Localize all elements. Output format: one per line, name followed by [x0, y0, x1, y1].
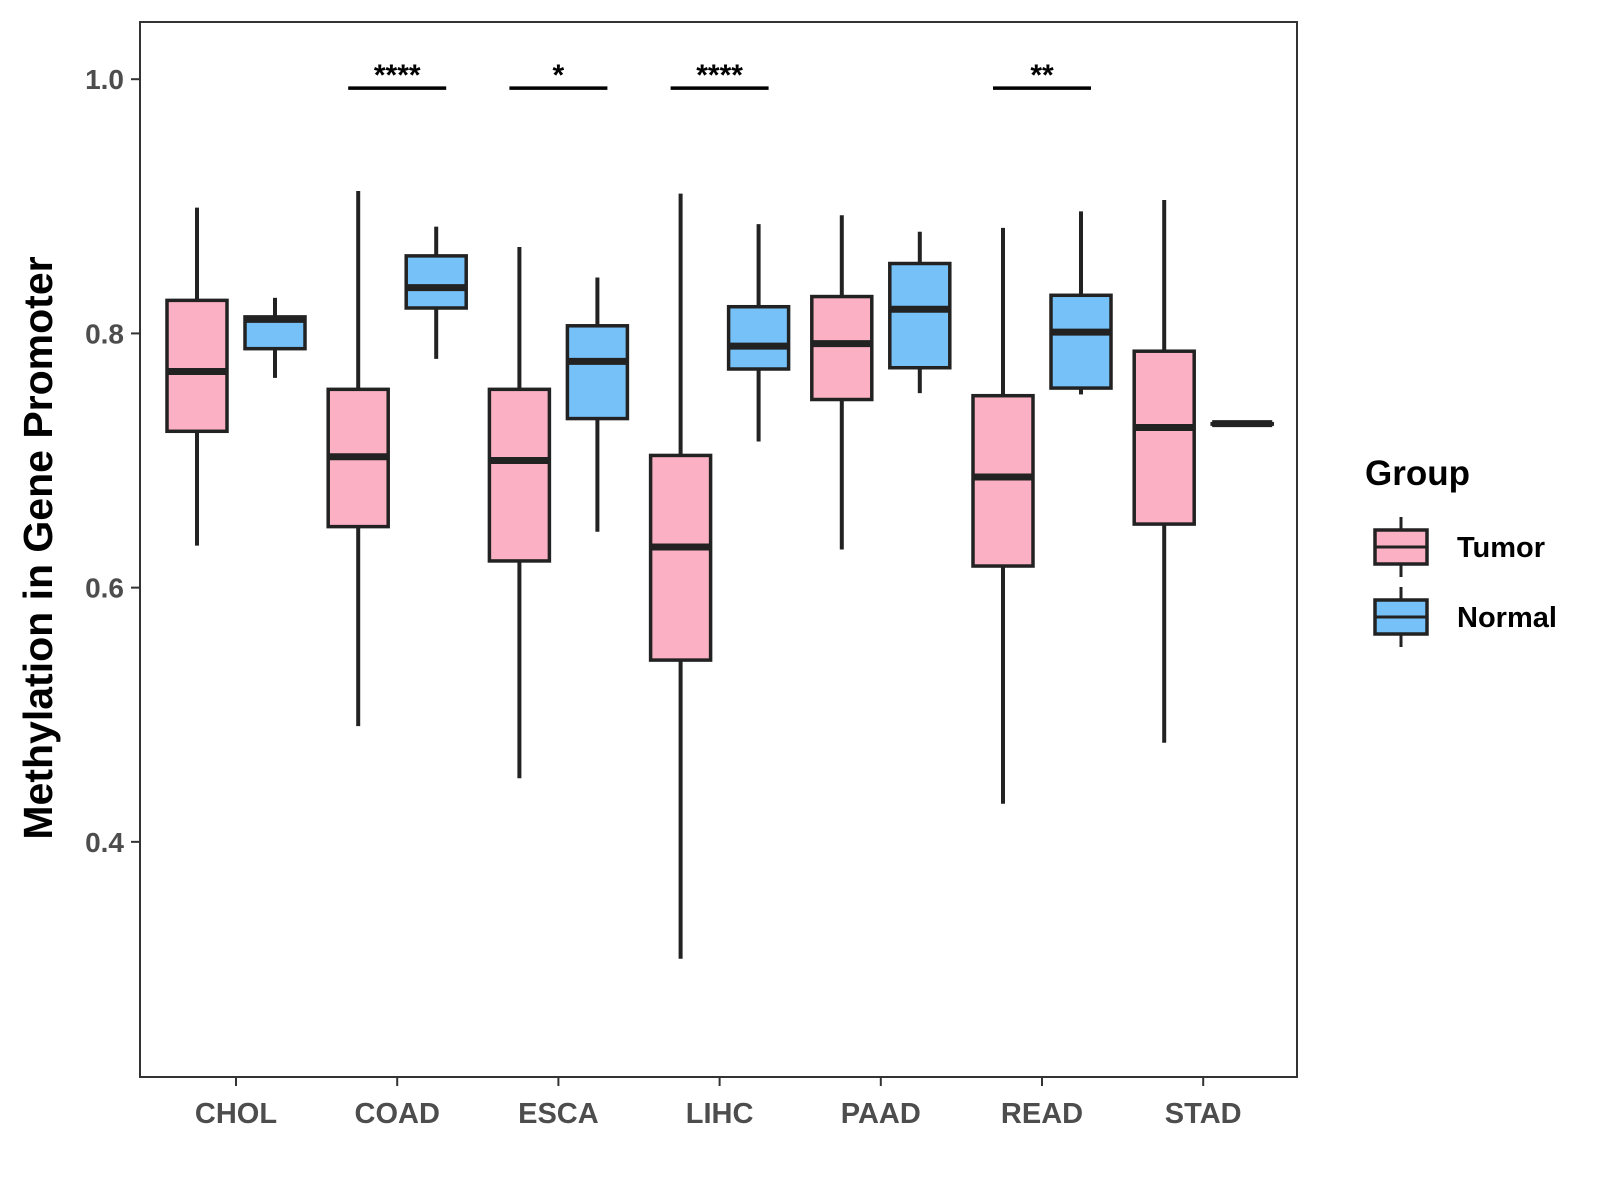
box-normal-read [1049, 211, 1113, 395]
box-normal-esca [565, 277, 630, 532]
box-tumor-chol [165, 207, 229, 546]
box-body [404, 254, 468, 310]
x-tick-label: STAD [1165, 1098, 1242, 1130]
box-body [726, 304, 791, 371]
box-body [810, 294, 874, 402]
significance-lihc: **** [670, 59, 769, 92]
box-body [565, 324, 630, 421]
box-tumor-esca [487, 246, 552, 779]
box-body [888, 261, 952, 370]
box-body [1049, 293, 1113, 390]
box-body [971, 393, 1035, 568]
significance-label: ** [1030, 59, 1054, 92]
box-tumor-read [971, 227, 1035, 804]
legend-label: Tumor [1457, 532, 1545, 564]
significance-label: **** [696, 59, 743, 92]
box-normal-paad [888, 231, 952, 394]
significance-label: * [553, 59, 565, 92]
plot-panel [139, 21, 1298, 1078]
box-tumor-lihc [648, 193, 713, 959]
x-axis: CHOL COAD ESCA LIHC PAAD READ STAD [195, 1077, 1242, 1130]
x-tick-label: COAD [355, 1098, 440, 1130]
significance-coad: **** [348, 59, 447, 92]
box-tumor-coad [326, 191, 390, 727]
box-body [165, 298, 229, 434]
box-normal-chol [243, 297, 307, 378]
legend-keys: Tumor Normal [1373, 517, 1557, 647]
y-tick-label: 0.6 [85, 573, 124, 604]
x-tick-label: PAAD [841, 1098, 921, 1130]
legend: Group Tumor Normal [1365, 454, 1557, 647]
legend-key-normal: Normal [1373, 587, 1557, 647]
box-body [1132, 349, 1196, 526]
box-tumor-stad [1132, 199, 1196, 743]
y-axis: 0.4 0.6 0.8 1.0 [85, 64, 140, 858]
legend-label: Normal [1457, 602, 1557, 634]
x-tick-label: READ [1001, 1098, 1083, 1130]
y-tick-label: 1.0 [85, 64, 124, 95]
box-body [487, 387, 552, 563]
legend-key-tumor: Tumor [1373, 517, 1545, 577]
boxes [165, 191, 1274, 959]
y-tick-label: 0.4 [85, 827, 124, 858]
x-tick-label: CHOL [195, 1098, 277, 1130]
significance-read: ** [993, 59, 1091, 92]
significance-esca: * [509, 59, 608, 92]
box-normal-stad [1210, 420, 1274, 428]
significance-annotations: **** * **** ** [348, 59, 1091, 92]
x-tick-label: ESCA [518, 1098, 599, 1130]
y-tick-label: 0.8 [85, 318, 124, 349]
legend-title: Group [1365, 454, 1470, 493]
box-body [648, 453, 713, 662]
box-tumor-paad [810, 215, 874, 550]
box-normal-coad [404, 226, 468, 359]
significance-label: **** [374, 59, 421, 92]
y-axis-label: Methylation in Gene Promoter [15, 256, 61, 839]
box-normal-lihc [726, 224, 791, 442]
x-tick-label: LIHC [686, 1098, 754, 1130]
